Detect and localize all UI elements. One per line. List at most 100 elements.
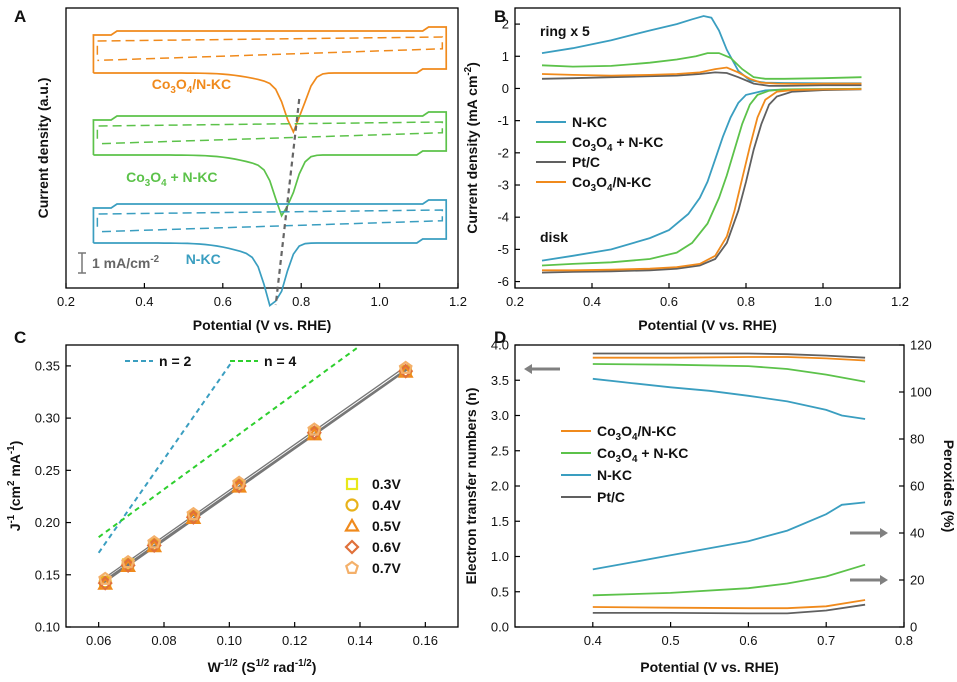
panel-c-point-0.7V bbox=[398, 360, 413, 374]
panel-c: 0.06 0.08 0.10 0.12 0.14 0.16 0.10 0.15 0.20 0.25… bbox=[6, 344, 459, 675]
panel-c-reference-line-1 bbox=[97, 360, 234, 554]
panel-b-xtick-label: 0.8 bbox=[737, 294, 755, 309]
panel-d-n-line-4 bbox=[592, 352, 866, 359]
panel-a-cv-dashed-2 bbox=[96, 121, 444, 145]
panel-d-letter: D bbox=[494, 328, 506, 347]
panel-d-n-line-2 bbox=[592, 363, 866, 383]
panel-c-legend-label: 0.4V bbox=[372, 497, 401, 513]
panel-c-xtick-label: 0.06 bbox=[86, 633, 111, 648]
panel-c-legend-marker bbox=[344, 539, 360, 555]
panel-c-letter: C bbox=[14, 328, 26, 347]
panel-c-xtick-label: 0.16 bbox=[413, 633, 438, 648]
panel-b: 0.2 0.4 0.6 0.8 1.0 1.2 -6 -5 -4 -3 -2 -1 0 1 2 Potenti… bbox=[463, 7, 909, 333]
panel-b-disk-line-3 bbox=[541, 88, 862, 274]
panel-c-legend-marker bbox=[345, 560, 359, 575]
panel-d-right-ytick-label: 100 bbox=[910, 385, 932, 400]
panel-b-ytick-label: 1 bbox=[502, 49, 509, 64]
panel-a-ylabel: Current density (a.u.) bbox=[35, 78, 51, 219]
panel-c-ref-legend-label: n = 4 bbox=[264, 353, 297, 369]
panel-c-legend-marker bbox=[345, 477, 359, 491]
panel-d-right-ytick-label: 80 bbox=[910, 432, 924, 447]
panel-b-ytick-label: -2 bbox=[497, 145, 509, 160]
panel-d-n-line-3 bbox=[592, 377, 866, 420]
panel-c-point-0.7V bbox=[121, 554, 136, 569]
panel-c-ytick-label: 0.10 bbox=[35, 620, 60, 635]
panel-b-ytick-label: 2 bbox=[502, 17, 509, 32]
panel-d-xtick-label: 0.8 bbox=[895, 633, 913, 648]
panel-d-right-arrow-head bbox=[880, 528, 888, 538]
panel-c-ytick-label: 0.15 bbox=[35, 567, 60, 582]
panel-d: 0.4 0.5 0.6 0.7 0.8 0.0 0.5 1.0 1.5 2.0 2.5 3.0 3.5 4… bbox=[463, 338, 957, 676]
panel-a-cv-dashed-1 bbox=[96, 36, 444, 62]
panel-a-xtick-label: 0.6 bbox=[214, 294, 232, 309]
panel-d-xlabel: Potential (V vs. RHE) bbox=[640, 659, 778, 675]
panel-d-ytick-label: 1.5 bbox=[491, 514, 509, 529]
panel-d-peroxide-line-2 bbox=[592, 563, 866, 597]
panel-b-letter: B bbox=[494, 7, 506, 26]
panel-c-legend-label: 0.6V bbox=[372, 539, 401, 555]
panel-d-n-line-1 bbox=[592, 356, 866, 362]
panel-c-fit-line-5 bbox=[101, 363, 410, 581]
panel-c-ref-legend-label: n = 2 bbox=[159, 353, 192, 369]
panel-d-peroxide-line-1 bbox=[592, 599, 866, 610]
panel-c-legend-label: 0.5V bbox=[372, 518, 401, 534]
panel-d-ytick-label: 2.5 bbox=[491, 443, 509, 458]
panel-d-peroxide-line-3 bbox=[592, 501, 866, 571]
panel-b-xtick-label: 1.0 bbox=[814, 294, 832, 309]
panel-b-ytick-label: 0 bbox=[502, 81, 509, 96]
panel-b-xlabel: Potential (V vs. RHE) bbox=[638, 317, 776, 333]
panel-b-ring-annotation: ring x 5 bbox=[540, 23, 590, 39]
panel-b-ytick-label: -5 bbox=[497, 242, 509, 257]
panel-d-legend-label: Co3O4/N-KC bbox=[597, 423, 676, 443]
panel-d-xtick-label: 0.4 bbox=[584, 633, 602, 648]
panel-b-legend-label: Pt/C bbox=[572, 154, 600, 170]
panel-a-xtick-label: 0.8 bbox=[292, 294, 310, 309]
panel-d-right-ytick-label: 60 bbox=[910, 479, 924, 494]
panel-a-xtick-label: 1.0 bbox=[371, 294, 389, 309]
panel-d-ytick-label: 1.0 bbox=[491, 549, 509, 564]
panel-c-point-0.7V bbox=[98, 571, 113, 585]
panel-c-point-0.7V bbox=[232, 475, 247, 489]
panel-d-ytick-label: 2.0 bbox=[491, 479, 509, 494]
panel-b-ring-line-2 bbox=[541, 52, 862, 80]
panel-b-ring-line-3 bbox=[541, 71, 862, 87]
panel-c-ytick-label: 0.20 bbox=[35, 515, 60, 530]
panel-d-legend-label: Co3O4 + N-KC bbox=[597, 445, 688, 465]
panel-d-frame bbox=[514, 344, 905, 628]
panel-d-right-ytick-label: 0 bbox=[910, 620, 917, 635]
panel-b-xtick-label: 1.2 bbox=[891, 294, 909, 309]
panel-c-legend-marker bbox=[345, 498, 359, 512]
panel-a-series-label-2: Co3O4 + N-KC bbox=[126, 169, 217, 189]
panel-c-xtick-label: 0.10 bbox=[217, 633, 242, 648]
panel-a-cv-solid-3 bbox=[92, 199, 448, 307]
panel-b-ytick-label: -4 bbox=[497, 210, 509, 225]
panel-a-series-label-1: Co3O4/N-KC bbox=[152, 76, 231, 96]
panel-c-xlabel: W-1/2 (S1/2 rad-1/2) bbox=[208, 658, 317, 675]
panel-c-legend-label: 0.7V bbox=[372, 560, 401, 576]
panel-a-peak-guide bbox=[274, 98, 301, 306]
panel-a-series-label-3: N-KC bbox=[186, 251, 221, 267]
panel-a-xtick-label: 0.4 bbox=[135, 294, 153, 309]
panel-c-reference-line-2 bbox=[98, 347, 358, 538]
panel-c-ytick-label: 0.30 bbox=[35, 411, 60, 426]
panel-a-scalebar-label: 1 mA/cm-2 bbox=[92, 254, 160, 271]
panel-b-ring-line-4 bbox=[541, 66, 862, 85]
panel-b-ytick-label: -6 bbox=[497, 274, 509, 289]
panel-c-point-0.7V bbox=[147, 535, 162, 549]
panel-b-xtick-label: 0.2 bbox=[506, 294, 524, 309]
panel-b-legend-label: Co3O4/N-KC bbox=[572, 174, 651, 194]
panel-d-ytick-label: 0.0 bbox=[491, 620, 509, 635]
panel-c-ytick-label: 0.25 bbox=[35, 463, 60, 478]
panel-a-xtick-label: 1.2 bbox=[449, 294, 467, 309]
panel-c-legend-label: 0.3V bbox=[372, 476, 401, 492]
panel-d-ytick-label: 0.5 bbox=[491, 584, 509, 599]
panel-b-legend-label: N-KC bbox=[572, 114, 607, 130]
panel-c-xtick-label: 0.08 bbox=[151, 633, 176, 648]
panel-b-xtick-label: 0.4 bbox=[583, 294, 601, 309]
panel-b-disk-line-2 bbox=[541, 87, 862, 267]
panel-a-xtick-label: 0.2 bbox=[57, 294, 75, 309]
panel-a-frame bbox=[65, 7, 459, 289]
panel-d-ylabel: Electron transfer numbers (n) bbox=[463, 388, 479, 585]
panel-b-ylabel: Current density (mA cm-2) bbox=[463, 62, 480, 234]
